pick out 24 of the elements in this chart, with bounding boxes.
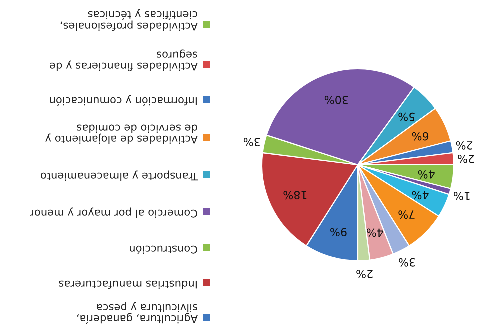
legend-label: Actividades de alojamiento y de servicio de comidas — [46, 124, 198, 144]
data-label: 3% — [399, 258, 416, 267]
data-label: 2% — [456, 141, 473, 150]
legend-label: Comercio al por mayor y menor — [30, 208, 198, 218]
data-label: 4% — [412, 191, 429, 200]
data-label: 18% — [284, 191, 307, 200]
data-label: 2% — [356, 270, 373, 278]
legend-label: Industrias manufactureras — [59, 280, 197, 289]
legend-label: Actividades financieras y de seguros — [50, 50, 198, 71]
legend-label: Construcción — [130, 246, 198, 254]
data-label: 30% — [324, 96, 348, 104]
legend-label: Actividades profesionales, científicas y técnicas — [60, 9, 198, 31]
legend-label: Información y comunicación — [50, 95, 197, 106]
data-label: 7% — [398, 210, 415, 220]
data-label: 9% — [330, 228, 347, 237]
legend-label: Transporte y almacenamiento — [40, 170, 198, 181]
data-label: 1% — [454, 192, 470, 200]
data-label: 6% — [412, 132, 429, 141]
data-label: 4% — [366, 228, 384, 238]
data-label: 4% — [418, 170, 435, 179]
legend-label: Agricultura, ganadería, silvicultura y pesca — [77, 302, 198, 324]
data-label: 2% — [458, 154, 474, 164]
data-label: 3% — [244, 138, 260, 147]
data-label: 5% — [398, 112, 415, 122]
